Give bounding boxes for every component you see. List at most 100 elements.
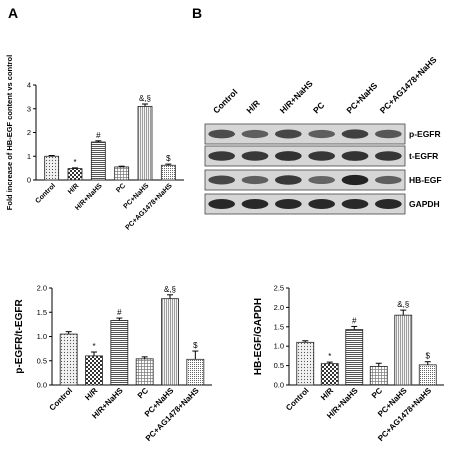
category-label: H/R: [319, 386, 335, 402]
y-tick-label: 0.0: [274, 381, 284, 390]
bar: [114, 166, 130, 181]
bar: [186, 358, 205, 386]
bar: [394, 314, 413, 386]
chart-b-right: 0.0 0.5 1.0 1.5 2.0 2.5 HB-EGF/GAPDH Control * H/…: [253, 284, 444, 443]
y-tick-label: 2.0: [274, 303, 284, 312]
chart-a: 0 1 2 3 4 Fold increase of HB-EGF content vs …: [5, 55, 184, 232]
blot-band: [241, 151, 269, 161]
blot-band: [375, 151, 402, 161]
significance-mark: $: [166, 154, 171, 163]
bar: [320, 363, 339, 386]
bar: [418, 364, 437, 386]
lane-label: H/R+NaHS: [278, 78, 315, 115]
blot-band: [208, 199, 236, 209]
y-tick-label: 3: [27, 104, 31, 113]
bar: [90, 141, 106, 181]
blot-band: [308, 199, 335, 209]
blot-band: [341, 151, 369, 161]
category-label: Control: [35, 182, 58, 205]
blot-band: [275, 199, 302, 209]
significance-mark: *: [73, 158, 76, 167]
lane-label: PC+NaHS: [344, 80, 379, 115]
bar: [369, 365, 388, 386]
significance-mark: $: [193, 341, 198, 350]
y-axis-title: HB-EGF/GAPDH: [253, 298, 264, 375]
y-tick-label: 0.5: [274, 361, 284, 370]
bar: [137, 105, 153, 181]
blot-band: [241, 175, 269, 185]
category-label: PC: [370, 386, 384, 400]
bar: [85, 355, 103, 386]
blot-strip: [204, 145, 406, 167]
y-tick-label: 2: [27, 128, 31, 137]
category-label: H/R: [67, 182, 80, 195]
significance-mark: &,§: [397, 300, 409, 309]
blot-band: [308, 151, 335, 161]
blot-band: [341, 129, 369, 139]
y-tick-label: 2.0: [37, 284, 47, 293]
category-label: PC: [115, 182, 127, 194]
bar: [67, 168, 83, 181]
bar: [135, 358, 154, 386]
y-tick-label: 0.0: [37, 381, 47, 390]
bar: [296, 341, 315, 386]
significance-mark: #: [117, 308, 122, 317]
y-tick-label: 1.0: [37, 332, 47, 341]
significance-mark: &,§: [139, 94, 151, 103]
chart-b-left: 0.0 0.5 1.0 1.5 2.0 p-EGFR/t-EGFR Control * H/R #…: [14, 284, 212, 443]
blot-band: [208, 151, 236, 161]
bar: [44, 155, 60, 181]
blot-band: [275, 129, 302, 139]
y-tick-label: 0.5: [37, 356, 47, 365]
lane-label: H/R: [244, 98, 261, 115]
blot-band: [308, 129, 335, 139]
y-tick-label: 1.0: [274, 342, 284, 351]
blot-band: [275, 151, 302, 161]
significance-mark: #: [96, 131, 101, 140]
significance-mark: #: [352, 316, 357, 325]
y-tick-label: 1.5: [274, 322, 284, 331]
y-tick-label: 2.5: [274, 284, 284, 293]
blot-band: [375, 175, 402, 185]
y-axis-title: Fold increase of HB-EGF content vs contr…: [5, 55, 14, 210]
blot-row-label: HB-EGF: [409, 175, 442, 185]
blot-band: [341, 174, 369, 186]
category-label: Control: [48, 386, 74, 412]
y-axis-title: p-EGFR/t-EGFR: [14, 299, 25, 374]
category-label: H/R: [83, 386, 99, 402]
y-tick-label: 4: [27, 81, 31, 90]
y-tick-label: 0: [27, 176, 31, 185]
blot-band: [375, 129, 402, 139]
panel-label-a: A: [8, 5, 18, 21]
blot-band: [241, 199, 269, 209]
bar: [161, 298, 179, 386]
bar: [59, 333, 78, 386]
category-label: PC: [136, 386, 150, 400]
blot-row-label: p-EGFR: [409, 129, 441, 139]
category-label: PC+AG1478+NaHS: [124, 182, 173, 231]
lane-label: Control: [211, 87, 239, 115]
blot-row-label: t-EGFR: [409, 151, 438, 161]
blot-band: [208, 175, 236, 185]
bar: [110, 320, 129, 386]
blot-band: [208, 129, 236, 139]
blot-band: [308, 176, 335, 184]
bar: [160, 164, 176, 181]
blot-strip: [204, 123, 406, 145]
category-label: Control: [284, 386, 310, 412]
blot-band: [241, 129, 269, 139]
significance-mark: *: [328, 352, 331, 361]
blot-band: [375, 199, 402, 209]
significance-mark: *: [92, 342, 95, 351]
panel-label-b: B: [192, 5, 202, 21]
lane-label: PC+AG1478+NaHS: [378, 54, 439, 115]
y-tick-label: 1: [27, 152, 31, 161]
bar: [345, 329, 364, 386]
y-tick-label: 1.5: [37, 308, 47, 317]
significance-mark: $: [426, 352, 431, 361]
blot-band: [341, 199, 369, 209]
blot-row-label: GAPDH: [409, 199, 440, 209]
significance-mark: &,§: [164, 285, 176, 294]
